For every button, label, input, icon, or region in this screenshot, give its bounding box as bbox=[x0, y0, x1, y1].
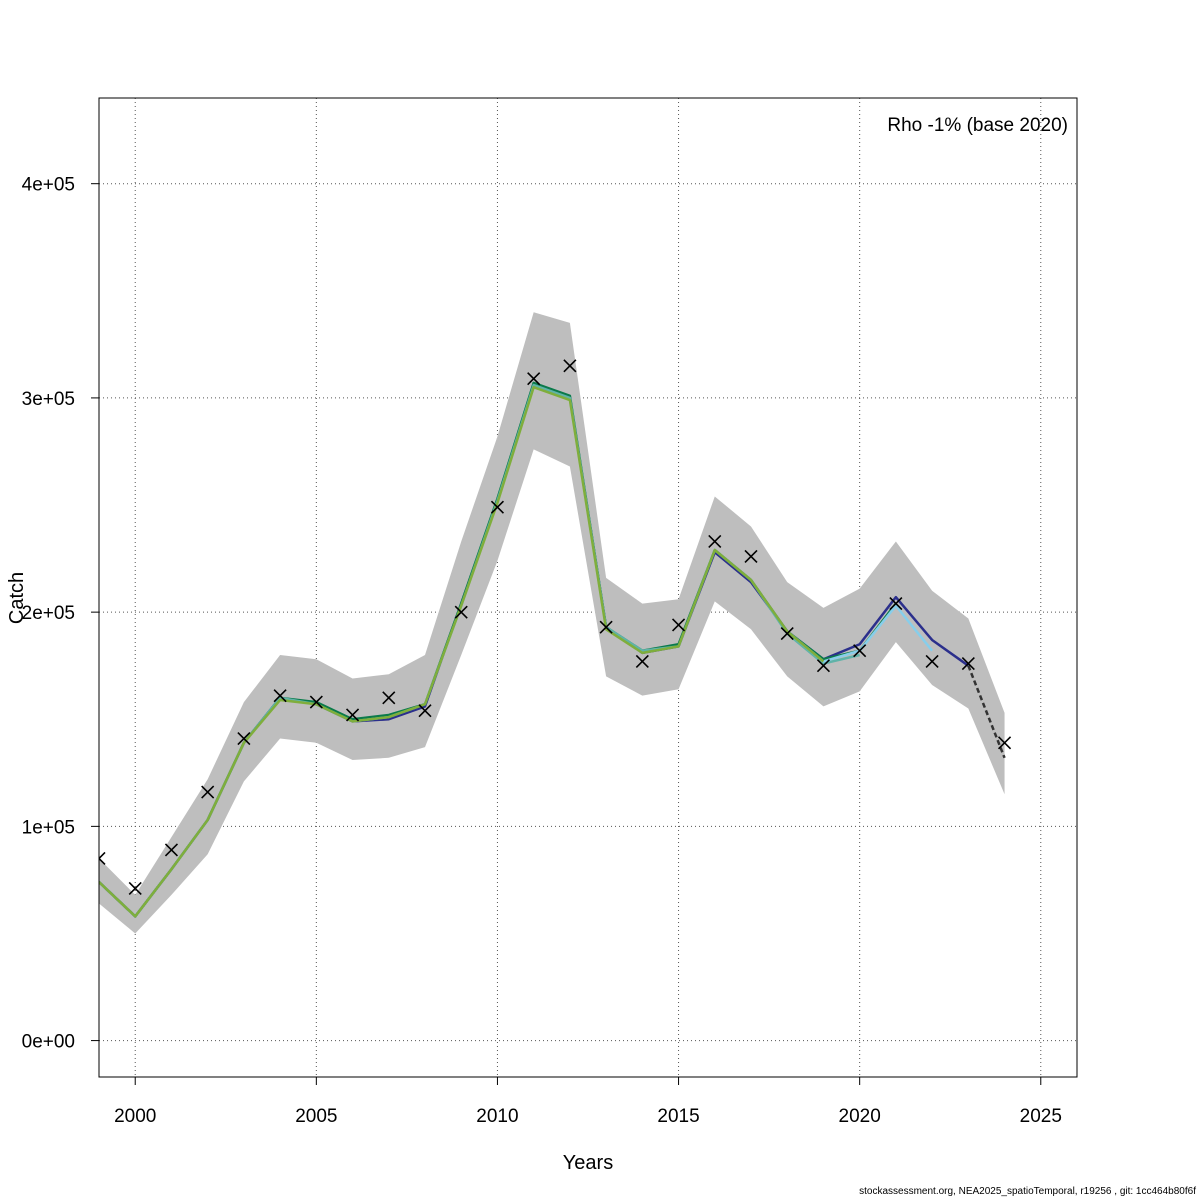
observed-point bbox=[961, 656, 975, 671]
y-tick-label: 3e+05 bbox=[22, 389, 75, 410]
observed-point bbox=[671, 618, 686, 632]
confidence-band bbox=[99, 312, 1005, 934]
observed-point bbox=[635, 654, 649, 668]
observed-point bbox=[164, 843, 179, 857]
y-tick-label: 4e+05 bbox=[22, 175, 75, 196]
observed-point bbox=[889, 597, 903, 611]
observed-point bbox=[997, 736, 1012, 750]
x-axis: 2000 2005 2010 2015 2020 2025 bbox=[114, 1077, 1062, 1127]
observed-point bbox=[454, 605, 468, 619]
confidence-band-layer bbox=[99, 312, 1005, 934]
observed-point bbox=[382, 691, 396, 705]
observed-point bbox=[816, 659, 831, 673]
y-tick-label: 1e+05 bbox=[22, 817, 75, 838]
x-tick-label: 2020 bbox=[839, 1106, 881, 1127]
x-axis-title: Years bbox=[563, 1152, 613, 1174]
series-line-5 bbox=[99, 385, 825, 918]
observed-point bbox=[563, 359, 577, 373]
y-axis: 0e+00 1e+05 2e+05 3e+05 4e+05 bbox=[22, 175, 99, 1053]
observed-point bbox=[708, 534, 722, 549]
observed-point bbox=[925, 654, 939, 668]
footer-credit: stockassessment.org, NEA2025_spatioTempo… bbox=[859, 1186, 1196, 1197]
grid-lines bbox=[99, 98, 1077, 1077]
observed-point bbox=[853, 644, 867, 658]
observed-points-layer bbox=[99, 359, 1012, 896]
x-tick-label: 2010 bbox=[476, 1106, 518, 1127]
observed-point bbox=[345, 708, 360, 722]
observed-point bbox=[273, 689, 287, 703]
observed-point bbox=[309, 695, 323, 709]
observed-point bbox=[237, 731, 251, 746]
observed-point bbox=[128, 881, 142, 896]
y-axis-title: Catch bbox=[6, 572, 28, 624]
observed-point bbox=[490, 500, 505, 514]
x-tick-label: 2025 bbox=[1020, 1106, 1062, 1127]
plot-region bbox=[99, 312, 1012, 934]
plot-frame bbox=[98, 97, 1078, 1078]
observed-point bbox=[418, 704, 432, 718]
x-tick-label: 2005 bbox=[295, 1106, 337, 1127]
observed-point bbox=[527, 372, 541, 386]
observed-point bbox=[744, 549, 758, 564]
observed-point bbox=[599, 620, 613, 634]
observed-point bbox=[201, 785, 215, 799]
rho-annotation: Rho -1% (base 2020) bbox=[887, 115, 1068, 136]
observed-point bbox=[99, 851, 106, 866]
y-tick-label: 2e+05 bbox=[22, 603, 75, 624]
y-tick-label: 0e+00 bbox=[22, 1032, 75, 1053]
forecast-line bbox=[967, 665, 1006, 759]
x-tick-label: 2000 bbox=[114, 1106, 156, 1127]
x-tick-label: 2015 bbox=[657, 1106, 699, 1127]
observed-point bbox=[780, 626, 794, 641]
